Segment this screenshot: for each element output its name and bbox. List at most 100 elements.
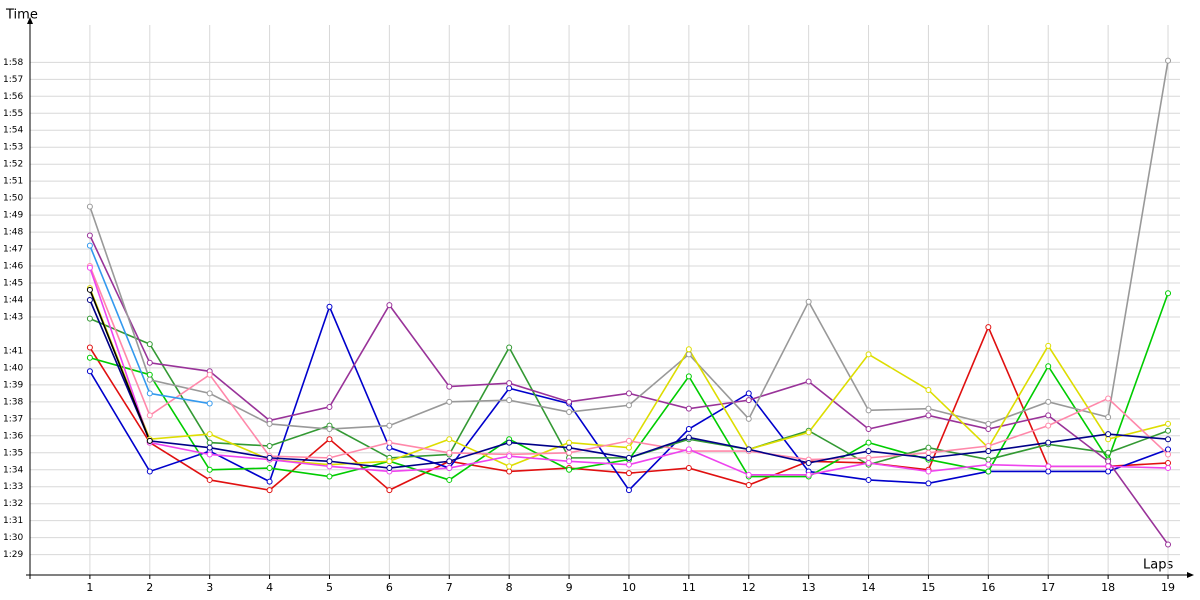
y-tick-label: 1:52	[3, 160, 23, 170]
point	[506, 385, 513, 392]
y-tick-label: 1:36	[3, 431, 23, 441]
point	[865, 448, 872, 455]
y-tick-label: 1:47	[3, 245, 23, 255]
point	[266, 465, 273, 472]
point	[925, 405, 932, 412]
point	[625, 437, 632, 444]
point	[446, 476, 453, 483]
point	[1165, 427, 1172, 434]
point	[206, 439, 213, 446]
point	[566, 449, 573, 456]
point	[386, 444, 393, 451]
point	[625, 402, 632, 409]
point	[625, 487, 632, 494]
point	[625, 390, 632, 397]
point	[925, 449, 932, 456]
point	[326, 473, 333, 480]
point	[985, 442, 992, 449]
point	[625, 470, 632, 477]
point	[386, 302, 393, 309]
point	[566, 439, 573, 446]
point	[86, 264, 93, 271]
point	[1165, 451, 1172, 458]
x-tick-label: 11	[682, 581, 696, 594]
point	[985, 448, 992, 455]
y-tick-label: 1:31	[3, 516, 23, 526]
point	[1045, 468, 1052, 475]
point	[865, 351, 872, 358]
point	[985, 456, 992, 463]
point	[745, 471, 752, 478]
x-tick-label: 18	[1101, 581, 1115, 594]
point	[206, 400, 213, 407]
x-tick-label: 9	[566, 581, 573, 594]
point	[86, 203, 93, 210]
x-tick-label: 13	[802, 581, 816, 594]
point	[206, 466, 213, 473]
x-tick-label: 2	[146, 581, 153, 594]
point	[985, 426, 992, 433]
point	[685, 405, 692, 412]
point	[146, 390, 153, 397]
x-tick-label: 12	[742, 581, 756, 594]
point	[805, 298, 812, 305]
y-tick-label: 1:43	[3, 312, 23, 322]
point	[745, 482, 752, 489]
y-tick-label: 1:30	[3, 533, 23, 543]
point	[566, 398, 573, 405]
point	[1045, 342, 1052, 349]
point	[146, 437, 153, 444]
point	[1165, 436, 1172, 443]
point	[326, 463, 333, 470]
point	[925, 386, 932, 393]
x-tick-label: 16	[981, 581, 995, 594]
point	[685, 434, 692, 441]
point	[146, 376, 153, 383]
y-tick-label: 1:51	[3, 177, 23, 187]
point	[865, 476, 872, 483]
point	[326, 303, 333, 310]
point	[266, 487, 273, 494]
point	[86, 232, 93, 239]
point	[1165, 290, 1172, 297]
y-tick-label: 1:40	[3, 363, 23, 373]
point	[566, 466, 573, 473]
x-tick-label: 3	[206, 581, 213, 594]
point	[925, 468, 932, 475]
point	[386, 487, 393, 494]
point	[1045, 422, 1052, 429]
point	[745, 446, 752, 453]
point	[86, 297, 93, 303]
y-tick-label: 1:37	[3, 414, 23, 424]
point	[925, 480, 932, 487]
y-axis-arrow	[27, 17, 33, 24]
point	[446, 449, 453, 456]
y-tick-label: 1:39	[3, 380, 23, 390]
point	[685, 351, 692, 358]
point	[865, 407, 872, 414]
y-tick-label: 1:49	[3, 211, 23, 221]
x-tick-label: 14	[862, 581, 876, 594]
point	[805, 378, 812, 385]
point	[86, 286, 93, 293]
y-tick-label: 1:48	[3, 228, 23, 238]
point	[206, 371, 213, 378]
point	[386, 465, 393, 472]
point	[625, 454, 632, 461]
point	[266, 442, 273, 449]
y-tick-label: 1:57	[3, 75, 23, 85]
point	[506, 463, 513, 470]
y-tick-label: 1:46	[3, 262, 23, 272]
point	[566, 409, 573, 416]
point	[625, 444, 632, 451]
point	[625, 461, 632, 468]
point	[805, 429, 812, 436]
point	[86, 315, 93, 322]
point	[506, 453, 513, 460]
series-line	[89, 289, 151, 442]
point	[865, 439, 872, 446]
x-axis-arrow	[1187, 572, 1194, 578]
x-tick-label: 5	[326, 581, 333, 594]
y-tick-label: 1:44	[3, 296, 23, 306]
